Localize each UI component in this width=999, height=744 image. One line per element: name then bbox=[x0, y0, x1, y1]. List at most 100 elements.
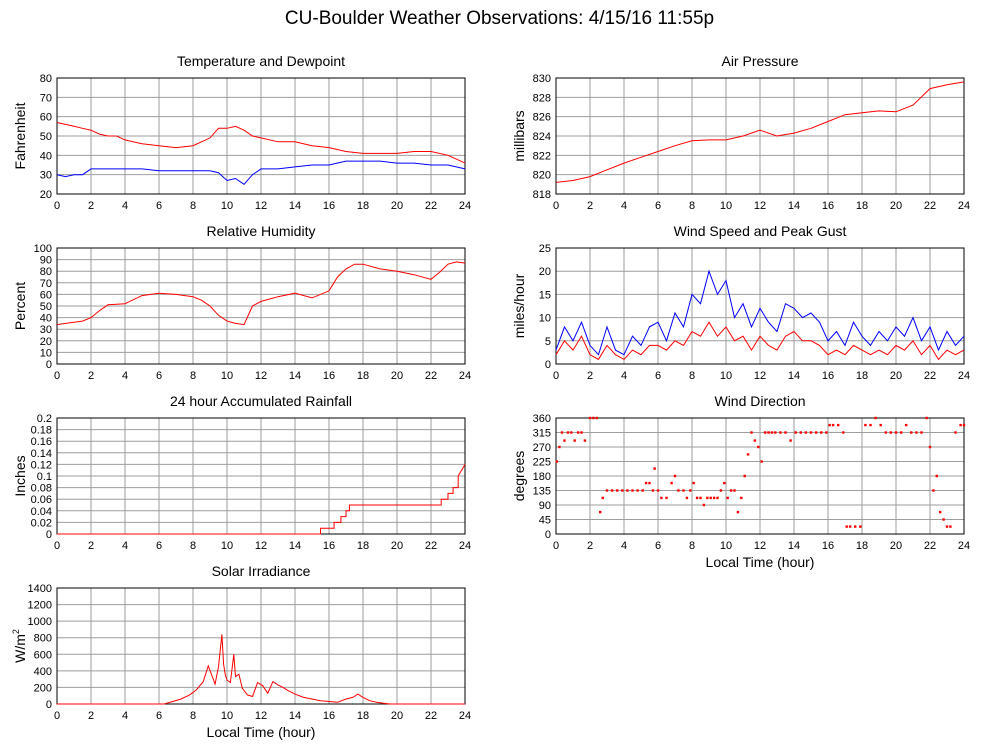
data-point bbox=[702, 503, 706, 507]
x-tick-label: 6 bbox=[156, 200, 162, 212]
y-tick-label: 50 bbox=[40, 301, 52, 313]
data-point bbox=[884, 431, 887, 434]
y-axis-label: Fahrenheit bbox=[12, 102, 28, 169]
x-tick-label: 22 bbox=[924, 370, 936, 382]
series-line-1 bbox=[555, 321, 965, 361]
y-tick-label: 400 bbox=[34, 666, 52, 678]
x-tick-label: 12 bbox=[754, 200, 766, 212]
plot-frame bbox=[56, 77, 466, 195]
chart-title: Solar Irradiance bbox=[212, 563, 311, 579]
y-tick-label: 315 bbox=[533, 428, 551, 440]
x-tick-label: 24 bbox=[459, 200, 471, 212]
data-point bbox=[621, 489, 624, 492]
y-tick-label: 45 bbox=[539, 515, 551, 527]
x-tick-label: 10 bbox=[720, 370, 732, 382]
data-point bbox=[692, 481, 695, 485]
data-point bbox=[733, 489, 736, 492]
y-tick-label: 818 bbox=[533, 189, 551, 201]
data-point bbox=[673, 474, 677, 478]
data-point bbox=[560, 431, 564, 434]
data-point bbox=[935, 474, 938, 478]
data-point bbox=[809, 431, 813, 434]
y-tick-label: 10 bbox=[40, 347, 52, 359]
x-tick-label: 20 bbox=[391, 200, 403, 212]
x-tick-label: 14 bbox=[289, 200, 301, 212]
x-tick-label: 14 bbox=[289, 710, 301, 722]
data-point bbox=[794, 431, 797, 434]
chart-title: Wind Speed and Peak Gust bbox=[674, 223, 847, 239]
x-tick-label: 8 bbox=[689, 540, 695, 552]
data-point bbox=[864, 423, 867, 427]
x-tick-label: 4 bbox=[122, 370, 128, 382]
chart-title: Air Pressure bbox=[721, 53, 798, 69]
y-axis-label-text: millibars bbox=[511, 110, 527, 161]
x-tick-label: 2 bbox=[88, 710, 94, 722]
data-point bbox=[641, 489, 644, 492]
y-tick-label: 20 bbox=[40, 189, 52, 201]
data-point bbox=[845, 525, 848, 528]
x-tick-label: 0 bbox=[553, 200, 559, 212]
data-point bbox=[814, 431, 818, 434]
data-point bbox=[716, 496, 719, 500]
data-point bbox=[820, 431, 823, 434]
x-tick-label: 12 bbox=[255, 200, 267, 212]
y-tick-label: 0.12 bbox=[31, 459, 52, 471]
series-line-0 bbox=[555, 269, 965, 356]
x-tick-label: 4 bbox=[621, 540, 627, 552]
plot-frame bbox=[56, 247, 466, 365]
data-point bbox=[879, 423, 882, 427]
x-tick-label: 8 bbox=[190, 710, 196, 722]
data-point bbox=[767, 431, 770, 434]
x-tick-label: 4 bbox=[122, 710, 128, 722]
y-tick-label: 0.2 bbox=[37, 413, 52, 425]
data-point bbox=[954, 431, 957, 434]
x-tick-label: 2 bbox=[88, 200, 94, 212]
x-tick-label: 20 bbox=[890, 370, 902, 382]
data-point bbox=[723, 481, 726, 485]
x-tick-label: 0 bbox=[54, 540, 60, 552]
plot-frame bbox=[56, 587, 466, 705]
x-tick-label: 20 bbox=[890, 540, 902, 552]
x-tick-label: 4 bbox=[122, 200, 128, 212]
data-point bbox=[580, 431, 583, 434]
gridlines bbox=[56, 417, 466, 535]
y-tick-label: 135 bbox=[533, 486, 551, 498]
x-tick-label: 16 bbox=[822, 200, 834, 212]
y-tick-label: 270 bbox=[533, 442, 551, 454]
data-point bbox=[939, 510, 942, 514]
y-tick-label: 828 bbox=[533, 92, 551, 104]
data-point bbox=[656, 489, 660, 492]
y-axis-label-text: W/m bbox=[12, 634, 28, 663]
x-tick-label: 8 bbox=[190, 540, 196, 552]
x-tick-label: 8 bbox=[190, 200, 196, 212]
y-tick-label: 100 bbox=[34, 243, 52, 255]
data-point bbox=[709, 496, 712, 500]
x-tick-label: 6 bbox=[156, 540, 162, 552]
x-tick-label: 16 bbox=[323, 540, 335, 552]
data-point bbox=[695, 496, 699, 500]
x-tick-label: 4 bbox=[621, 370, 627, 382]
data-point bbox=[570, 431, 573, 434]
gridlines bbox=[56, 77, 466, 195]
data-point bbox=[685, 496, 689, 500]
x-tick-label: 22 bbox=[425, 370, 437, 382]
plot-frame bbox=[555, 417, 965, 535]
x-tick-label: 16 bbox=[323, 710, 335, 722]
plot-frame bbox=[555, 247, 965, 365]
chart-title: Relative Humidity bbox=[207, 223, 316, 239]
x-tick-label: 14 bbox=[788, 200, 800, 212]
data-point bbox=[583, 439, 587, 442]
data-point bbox=[573, 439, 576, 442]
x-tick-label: 0 bbox=[54, 370, 60, 382]
y-tick-label: 0 bbox=[545, 359, 551, 371]
x-tick-label: 2 bbox=[587, 200, 593, 212]
data-point bbox=[636, 489, 639, 492]
x-tick-label: 16 bbox=[822, 540, 834, 552]
data-point bbox=[682, 489, 685, 492]
data-point bbox=[831, 423, 835, 427]
data-point bbox=[854, 525, 857, 528]
data-point bbox=[719, 489, 723, 492]
y-tick-label: 15 bbox=[539, 289, 551, 301]
x-tick-label: 16 bbox=[323, 200, 335, 212]
